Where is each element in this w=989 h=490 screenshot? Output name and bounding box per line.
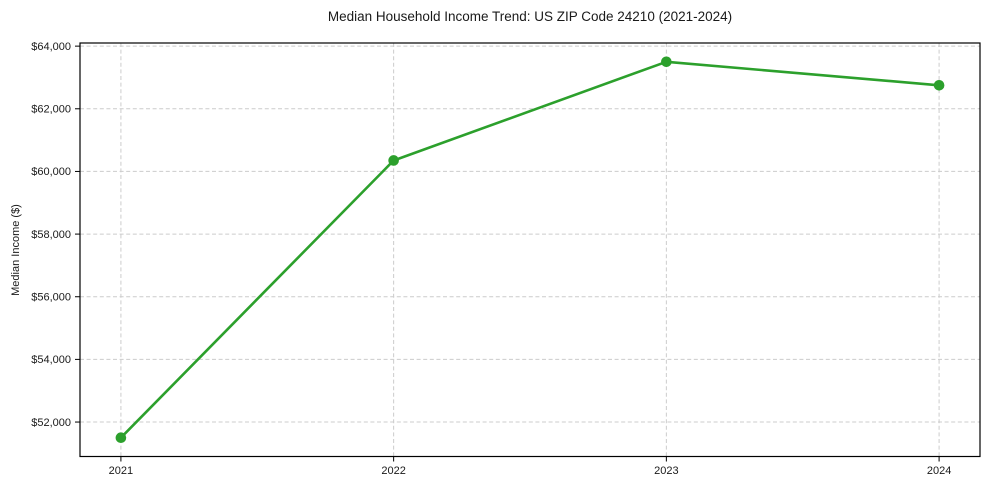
trend-line bbox=[119, 60, 941, 440]
y-tick-label: $56,000 bbox=[31, 292, 71, 304]
data-point-marker bbox=[933, 79, 945, 91]
x-tick-label: 2024 bbox=[927, 465, 951, 477]
y-tick-label: $52,000 bbox=[31, 417, 71, 429]
data-point-marker bbox=[661, 56, 672, 68]
data-point-marker bbox=[115, 432, 127, 444]
chart-title: Median Household Income Trend: US ZIP Co… bbox=[327, 9, 733, 24]
plot-box-spines bbox=[79, 42, 981, 458]
y-tick-label: $58,000 bbox=[31, 229, 71, 241]
x-tick-label: 2021 bbox=[109, 465, 133, 477]
x-tick-label: 2022 bbox=[381, 465, 405, 477]
data-point-marker bbox=[388, 155, 399, 166]
y-tick-label: $62,000 bbox=[31, 104, 71, 116]
y-tick-label: $64,000 bbox=[31, 41, 71, 53]
x-tick-label: 2023 bbox=[654, 465, 678, 477]
y-tick-label: $54,000 bbox=[31, 354, 71, 366]
y-tick-label: $60,000 bbox=[31, 166, 71, 178]
